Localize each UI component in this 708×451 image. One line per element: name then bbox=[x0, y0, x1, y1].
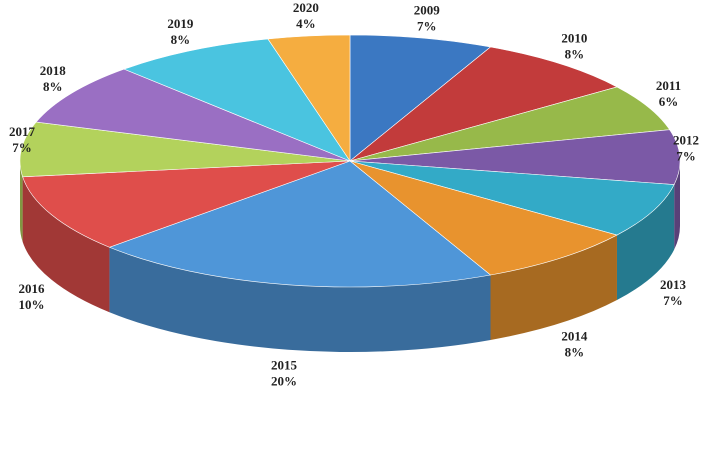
data-label-category: 2013 bbox=[660, 277, 687, 292]
data-label-percent: 7% bbox=[663, 293, 683, 308]
data-label-category: 2018 bbox=[40, 63, 67, 78]
pie-slice-2012 bbox=[349, 129, 681, 185]
pie-side-2015 bbox=[109, 247, 491, 352]
data-label-category: 2014 bbox=[561, 328, 588, 343]
pie-slice-2010 bbox=[349, 46, 618, 162]
data-label-category: 2020 bbox=[293, 0, 319, 15]
data-label-2013: 2013 7% bbox=[660, 277, 687, 308]
pie-side-2016 bbox=[22, 176, 110, 313]
pie-slice-2017 bbox=[19, 121, 351, 178]
data-label-percent: 7% bbox=[417, 18, 437, 33]
data-label-percent: 10% bbox=[19, 297, 45, 312]
pie-side-2014 bbox=[490, 235, 617, 341]
data-label-percent: 4% bbox=[296, 16, 316, 31]
pie-sides bbox=[20, 161, 680, 352]
data-label-2017: 2017 7% bbox=[9, 124, 36, 155]
pie-slice-2009 bbox=[349, 34, 492, 162]
pie-slice-2013 bbox=[349, 160, 675, 236]
data-label-2018: 2018 8% bbox=[40, 63, 67, 94]
data-label-2012: 2012 7% bbox=[673, 133, 699, 164]
data-label-percent: 8% bbox=[171, 32, 191, 47]
pie-side-2017 bbox=[20, 161, 23, 242]
data-label-category: 2015 bbox=[271, 358, 298, 373]
pie-slice-2020 bbox=[267, 34, 351, 162]
pie-side-2013 bbox=[616, 184, 675, 301]
pie-slice-2015 bbox=[108, 160, 492, 288]
data-label-2014: 2014 8% bbox=[561, 328, 588, 359]
pie-slices bbox=[19, 34, 681, 288]
data-label-percent: 7% bbox=[676, 149, 696, 164]
data-label-category: 2012 bbox=[673, 133, 699, 148]
data-label-2009: 2009 7% bbox=[414, 2, 441, 33]
data-label-percent: 20% bbox=[271, 374, 297, 389]
data-label-category: 2009 bbox=[414, 2, 441, 17]
data-label-percent: 7% bbox=[12, 140, 32, 155]
pie-slice-2018 bbox=[35, 68, 351, 162]
pie-slice-2016 bbox=[22, 160, 351, 248]
data-label-percent: 6% bbox=[659, 94, 679, 109]
data-labels: 2009 7%2010 8%2011 6%2012 7%2013 7%2014 8%2015… bbox=[9, 0, 699, 388]
data-label-category: 2019 bbox=[167, 16, 194, 31]
pie-slice-2014 bbox=[349, 160, 618, 276]
data-label-category: 2011 bbox=[656, 78, 681, 93]
pie-side-2012 bbox=[674, 161, 680, 250]
data-label-percent: 8% bbox=[565, 344, 585, 359]
data-label-2011: 2011 6% bbox=[656, 78, 681, 109]
data-label-2016: 2016 10% bbox=[19, 281, 46, 312]
data-label-percent: 8% bbox=[565, 47, 585, 62]
data-label-2020: 2020 4% bbox=[293, 0, 319, 31]
data-label-category: 2010 bbox=[561, 31, 587, 46]
data-label-category: 2016 bbox=[19, 281, 46, 296]
data-label-2019: 2019 8% bbox=[167, 16, 194, 47]
data-label-2015: 2015 20% bbox=[271, 358, 298, 389]
data-label-2010: 2010 8% bbox=[561, 31, 587, 62]
pie-slice-2011 bbox=[349, 86, 671, 162]
data-label-category: 2017 bbox=[9, 124, 36, 139]
data-label-percent: 8% bbox=[43, 79, 63, 94]
pie-slice-2019 bbox=[123, 38, 351, 162]
